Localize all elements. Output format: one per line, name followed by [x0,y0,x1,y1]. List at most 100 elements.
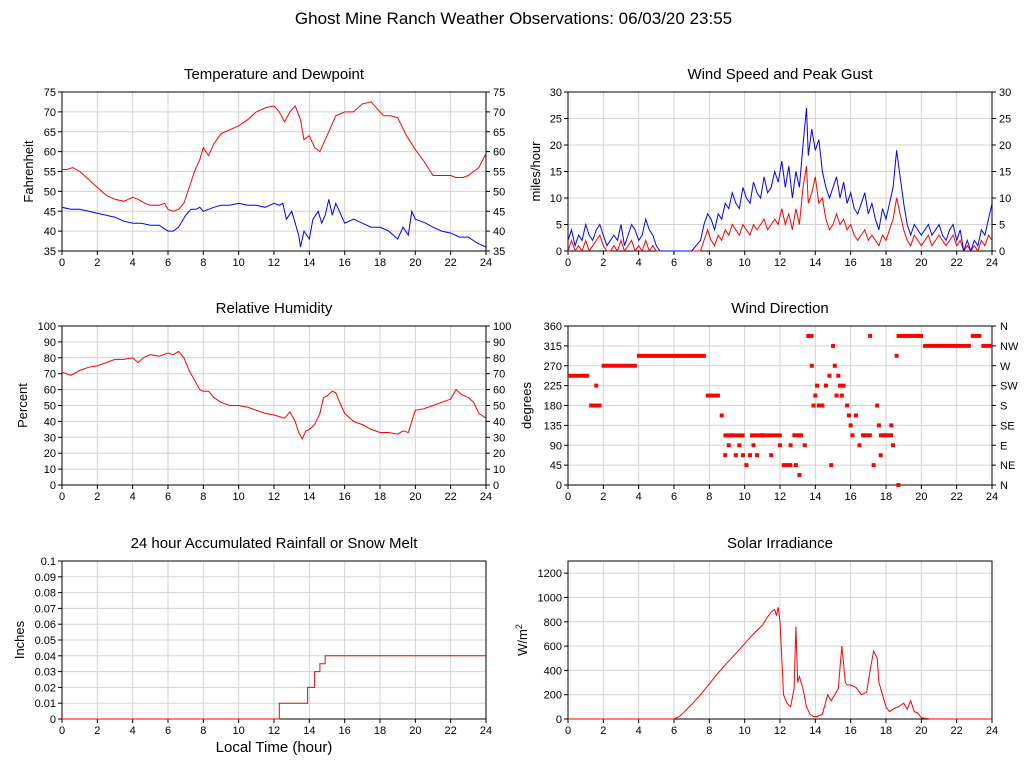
wind-y-tick-label: 0 [556,246,562,258]
wdir-x-tick-label: 12 [774,491,786,503]
wdir-x-tick-label: 24 [986,491,998,503]
wind-chart-title: Wind Speed and Peak Gust [687,66,873,83]
temp-y-axis-label: Fahrenheit [21,140,36,203]
rh-x-tick-label: 12 [268,491,280,503]
rh-y-tick-label: 10 [44,464,56,476]
temp-y2-tick-label: 45 [493,206,505,218]
wdir-x-tick-label: 6 [671,491,677,503]
rh-y-tick-label: 40 [44,416,56,428]
wdir-direction-point [594,383,599,388]
temp-x-tick-label: 14 [303,257,315,269]
wdir-direction-point [878,453,883,458]
temp-x-tick-label: 22 [445,257,457,269]
wind-x-tick-label: 24 [986,257,998,269]
temp-x-tick-label: 12 [268,257,280,269]
rh-x-tick-label: 16 [339,491,351,503]
wdir-direction-point [751,443,756,448]
rh-y-axis-label: Percent [15,383,30,428]
rain-y-tick-label: 0 [50,714,56,726]
wdir-direction-point [816,403,821,408]
wdir-direction-point [802,443,807,448]
temp-y-tick-label: 40 [44,226,56,238]
rain-y-tick-label: 0.09 [35,572,56,584]
wind-x-tick-label: 14 [809,257,821,269]
temp-y-tick-label: 70 [44,107,56,119]
wdir-direction-point [861,433,866,438]
wdir-direction-point [815,383,820,388]
wdir-direction-point [730,433,735,438]
wind-y-axis-label: miles/hour [528,141,543,202]
wind-x-tick-label: 18 [880,257,892,269]
temp-y2-tick-label: 60 [493,147,505,159]
wind-y-tick-label: 10 [550,193,562,205]
rh-x-tick-label: 10 [233,491,245,503]
rh-y2-tick-label: 80 [493,353,505,365]
rain-y-tick-label: 0.04 [35,651,56,663]
wdir-direction-point [723,453,728,458]
rh-y-tick-label: 100 [38,321,56,333]
wind-x-tick-label: 10 [739,257,751,269]
rain-x-tick-label: 10 [233,725,245,737]
wind-y2-tick-label: 25 [999,114,1011,126]
rh-series-0-line [62,350,486,441]
wdir-direction-point [848,423,853,428]
rh-x-tick-label: 0 [59,491,65,503]
wdir-y-tick-label: 180 [544,401,562,413]
solar-chart-title: Solar Irradiance [727,535,833,552]
wind-x-tick-label: 4 [636,257,642,269]
rh-x-tick-label: 6 [165,491,171,503]
rh-y-tick-label: 60 [44,385,56,397]
wdir-compass-label: SE [1000,420,1015,432]
temp-y-tick-label: 50 [44,186,56,198]
rh-x-tick-label: 22 [445,491,457,503]
wdir-direction-point [823,383,828,388]
rh-y-tick-label: 80 [44,353,56,365]
wind-x-tick-label: 20 [915,257,927,269]
wind-y-tick-label: 25 [550,114,562,126]
rain-x-tick-label: 0 [59,725,65,737]
wdir-y-tick-label: 270 [544,361,562,373]
wind-x-tick-label: 2 [600,257,606,269]
temp-series-0-line [62,101,486,212]
wdir-direction-point [733,453,738,458]
wdir-direction-point [788,443,793,448]
solar-x-tick-label: 24 [986,725,998,737]
solar-x-tick-label: 18 [880,725,892,737]
wind-y-tick-label: 30 [550,87,562,99]
wind-y-tick-label: 20 [550,140,562,152]
rh-chart-title: Relative Humidity [215,300,333,317]
wdir-direction-point [841,383,846,388]
solar-x-tick-label: 4 [636,725,642,737]
rh-y-tick-label: 30 [44,432,56,444]
temp-series-1-line [62,199,486,248]
rain-series-0-line [62,655,486,720]
wdir-direction-point [850,433,855,438]
temp-y-tick-label: 45 [44,206,56,218]
temp-x-tick-label: 2 [94,257,100,269]
temp-y2-tick-label: 40 [493,226,505,238]
wind-x-tick-label: 6 [671,257,677,269]
wdir-y-tick-label: 0 [556,480,562,492]
solar-y-tick-label: 1200 [538,568,562,580]
rh-x-tick-label: 20 [409,491,421,503]
rain-x-tick-label: 8 [200,725,206,737]
wdir-direction-point [747,453,752,458]
temp-y2-tick-label: 50 [493,186,505,198]
solar-x-tick-label: 14 [809,725,821,737]
wdir-direction-point [871,463,876,468]
rh-y-tick-label: 0 [50,480,56,492]
wdir-direction-point [891,443,896,448]
temp-chart-title: Temperature and Dewpoint [183,66,365,83]
rh-y2-tick-label: 0 [493,480,499,492]
wdir-x-tick-label: 20 [915,491,927,503]
wdir-compass-label: W [1000,361,1011,373]
wdir-compass-label: N [1000,321,1008,333]
wdir-y-tick-label: 315 [544,341,562,353]
rh-y2-tick-label: 100 [493,321,511,333]
rain-y-tick-label: 0.01 [35,698,56,710]
wdir-direction-point [834,393,839,398]
rain-x-tick-label: 14 [303,725,315,737]
rh-x-tick-label: 4 [130,491,136,503]
wind-y2-tick-label: 15 [999,167,1011,179]
